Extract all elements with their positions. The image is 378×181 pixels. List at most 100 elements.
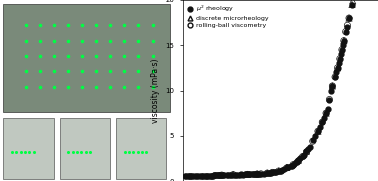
Point	[209, 174, 215, 177]
Point	[328, 89, 334, 92]
Point	[349, 3, 355, 6]
Point	[307, 145, 313, 148]
Point	[228, 174, 234, 177]
Point	[339, 48, 345, 51]
Point	[204, 174, 210, 177]
Point	[310, 139, 316, 142]
Point	[247, 173, 253, 176]
Point	[272, 171, 278, 173]
Point	[341, 39, 347, 42]
Point	[333, 71, 339, 74]
Point	[341, 39, 347, 42]
Point	[246, 173, 252, 176]
Point	[243, 173, 249, 176]
Point	[65, 24, 71, 27]
Point	[276, 170, 282, 172]
FancyBboxPatch shape	[3, 4, 170, 112]
Point	[281, 167, 287, 170]
Point	[242, 173, 248, 176]
Point	[300, 154, 306, 157]
Point	[304, 150, 310, 153]
Point	[344, 24, 350, 27]
Point	[295, 159, 301, 162]
Point	[184, 174, 191, 177]
Point	[23, 55, 29, 58]
Point	[199, 174, 205, 177]
Point	[186, 175, 192, 178]
Point	[225, 174, 231, 177]
Point	[65, 39, 71, 42]
Point	[121, 85, 127, 88]
Point	[233, 173, 239, 176]
Point	[51, 85, 57, 88]
Point	[340, 44, 346, 47]
Point	[230, 173, 236, 176]
Point	[193, 174, 199, 177]
Point	[326, 98, 332, 101]
Point	[253, 173, 259, 176]
Point	[323, 112, 329, 115]
Point	[219, 174, 225, 177]
Point	[252, 173, 258, 176]
Point	[310, 140, 316, 143]
Point	[323, 112, 329, 115]
Point	[279, 168, 285, 171]
Point	[22, 151, 28, 153]
Point	[196, 174, 202, 177]
FancyBboxPatch shape	[3, 118, 54, 179]
Point	[344, 26, 350, 29]
Point	[238, 173, 244, 176]
Point	[332, 75, 338, 78]
Point	[245, 173, 251, 176]
Point	[264, 172, 270, 174]
Point	[335, 66, 341, 69]
Point	[70, 151, 76, 153]
Point	[329, 85, 335, 87]
Point	[337, 57, 343, 60]
Point	[51, 24, 57, 27]
Point	[315, 130, 321, 133]
Point	[183, 175, 189, 178]
Point	[211, 174, 217, 177]
Point	[143, 151, 149, 153]
Point	[325, 107, 331, 110]
Point	[230, 173, 236, 176]
Point	[23, 24, 29, 27]
Point	[9, 151, 15, 153]
Point	[258, 172, 264, 175]
Point	[79, 85, 85, 88]
Point	[349, 3, 355, 6]
Point	[335, 66, 341, 69]
Point	[301, 153, 307, 156]
Point	[258, 172, 264, 175]
Point	[329, 85, 335, 87]
Point	[79, 55, 85, 58]
Point	[304, 151, 310, 153]
FancyBboxPatch shape	[60, 118, 110, 179]
Point	[107, 55, 113, 58]
Point	[121, 24, 127, 27]
Point	[107, 24, 113, 27]
Point	[343, 30, 349, 33]
Point	[240, 173, 246, 176]
Point	[245, 173, 251, 176]
FancyBboxPatch shape	[116, 118, 166, 179]
Point	[232, 173, 238, 176]
Point	[335, 66, 341, 69]
Point	[339, 48, 345, 51]
Point	[51, 70, 57, 73]
Point	[107, 39, 113, 42]
Point	[217, 174, 223, 177]
Point	[219, 174, 225, 177]
Point	[198, 174, 204, 177]
Point	[214, 174, 220, 177]
Point	[218, 174, 224, 177]
Point	[23, 70, 29, 73]
Point	[79, 151, 85, 153]
Point	[350, 0, 356, 2]
Point	[130, 151, 136, 153]
Point	[187, 174, 193, 177]
Point	[135, 55, 141, 58]
Point	[135, 151, 141, 153]
Point	[254, 173, 260, 176]
